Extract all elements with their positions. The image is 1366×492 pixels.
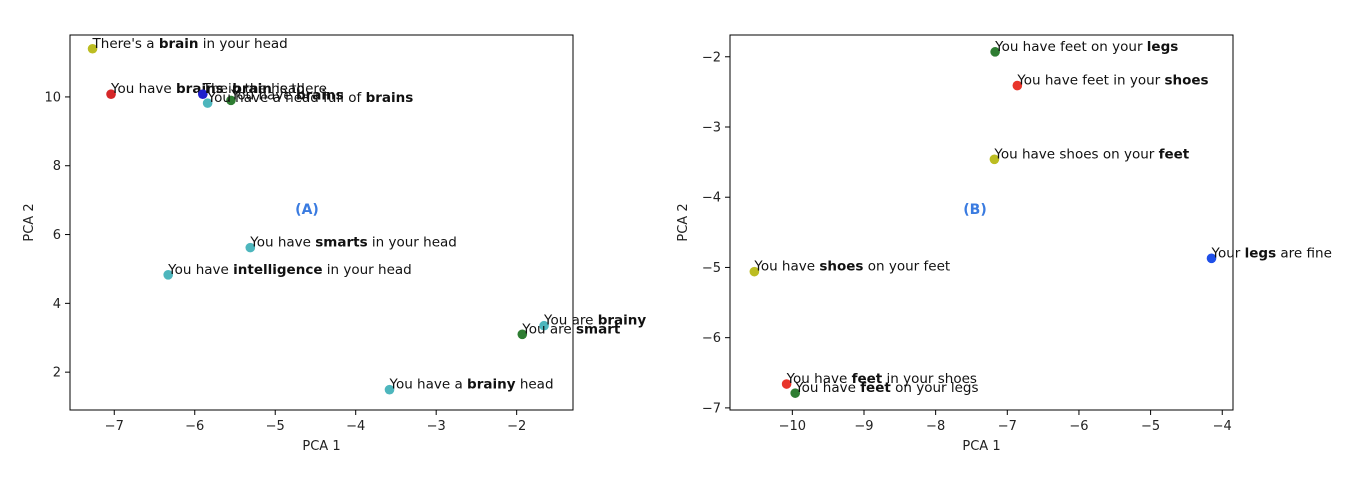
y-tick-label: 8 (53, 159, 61, 174)
point-label: Your legs are fine (1211, 245, 1332, 261)
point-label: You have brains (230, 87, 344, 103)
panel-a: −7 −6 −5 −4 −3 −2 2 4 6 8 10 PCA 1 PCA 2 (A) There's a… (22, 34, 646, 454)
point-label: You have brains in the head (110, 81, 305, 97)
panel-b: −10 −9 −8 −7 −6 −5 −4 −2 −3 −4 −5 −6 −7 PCA 1 PCA 2 (B)… (676, 34, 1332, 454)
x-tick-label: −7 (998, 419, 1017, 434)
x-tick-label: −10 (779, 419, 806, 434)
scatter-point (989, 154, 1000, 165)
x-tick-label: −8 (926, 419, 945, 434)
y-axis-label: PCA 2 (676, 203, 691, 241)
point-label: You have feet on your legs (994, 39, 1178, 55)
scatter-point (197, 89, 208, 99)
point-label: You have shoes on your feet (993, 146, 1189, 162)
panel-label: (A) (295, 202, 319, 218)
x-axis-label: PCA 1 (302, 439, 340, 454)
x-tick-label: −7 (105, 419, 124, 434)
point-label: You have smarts in your head (249, 235, 457, 251)
scatter-point (226, 95, 236, 106)
scatter-point (245, 242, 256, 253)
x-tick-label: −5 (266, 419, 285, 434)
scatter-point (517, 329, 528, 340)
point-label: The brain is there (202, 81, 327, 97)
point-label: You are smart (521, 321, 621, 337)
scatter-point (781, 379, 792, 389)
scatter-point (749, 266, 760, 277)
panel-label: (B) (963, 202, 986, 218)
point-label: You have feet in your shoes (786, 371, 977, 387)
point-label: You have feet in your shoes (1016, 73, 1208, 89)
x-tick-label: −9 (854, 419, 873, 434)
x-tick-label: −3 (427, 419, 446, 434)
scatter-point (539, 320, 549, 331)
x-tick-label: −4 (346, 419, 365, 434)
y-tick-label: 4 (53, 297, 61, 312)
point-label: You have feet on your legs (794, 380, 978, 396)
x-tick-label: −5 (1141, 419, 1160, 434)
y-tick-label: −7 (702, 401, 721, 416)
y-tick-label: 2 (53, 366, 61, 381)
point-label: You have intelligence in your head (167, 262, 412, 278)
scatter-point (87, 43, 98, 54)
scatter-point (202, 98, 213, 108)
y-tick-label: 10 (44, 90, 61, 105)
plot-frame (729, 34, 1234, 411)
point-label: You have a brainy head (389, 377, 554, 393)
point-label: You are brainy (543, 313, 646, 329)
scatter-point (106, 89, 116, 99)
x-tick-label: −6 (1069, 419, 1088, 434)
x-tick-label: −4 (1213, 419, 1232, 434)
point-label: You have shoes on your feet (753, 259, 950, 275)
plot-frame (69, 34, 574, 411)
x-axis-label: PCA 1 (962, 439, 1000, 454)
scatter-point (1206, 253, 1217, 264)
x-tick-label: −6 (185, 419, 204, 434)
scatter-point (384, 384, 395, 395)
scatter-point (163, 269, 173, 280)
y-tick-label: −2 (702, 50, 721, 65)
y-tick-label: −6 (702, 331, 721, 346)
y-tick-label: 6 (53, 228, 61, 243)
x-tick-label: −2 (507, 419, 526, 434)
scatter-point (1012, 80, 1023, 91)
y-axis-label: PCA 2 (22, 203, 37, 241)
point-label: You have a head full of brains (207, 90, 414, 106)
point-label: There's a brain in your head (92, 36, 288, 52)
scatter-point (790, 388, 801, 398)
scatter-point (990, 47, 1000, 57)
y-tick-label: −4 (702, 191, 721, 206)
y-tick-label: −3 (702, 120, 721, 135)
y-tick-label: −5 (702, 261, 721, 276)
